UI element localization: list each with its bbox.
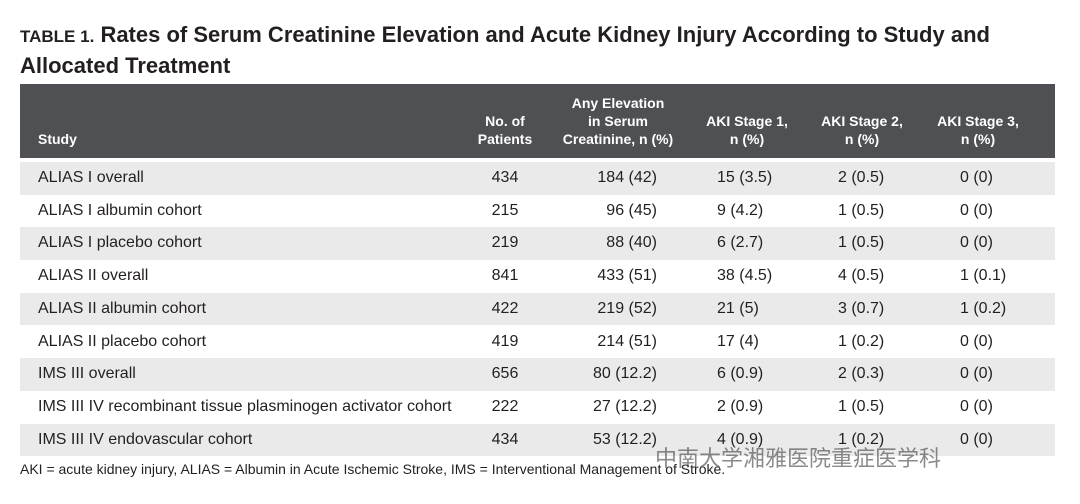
table-cell: 17 (4) (717, 332, 759, 350)
table-cell: 1 (0.2) (838, 430, 885, 448)
table-cell: 80 (12.2) (592, 365, 657, 383)
study-name: IMS III IV endovascular cohort (38, 430, 253, 448)
table-cell: 184 (42) (597, 169, 657, 186)
header-line: Patients (477, 131, 533, 147)
study-name: ALIAS II placebo cohort (38, 332, 207, 350)
header-line: Any Elevation (571, 95, 665, 111)
watermark: 中南大学湘雅医院重症医学科 (655, 446, 942, 471)
table-cell: 0 (0) (960, 397, 993, 415)
table-row: ALIAS II overall 841 433 (51) 38 (4.5) 4 (0.… (20, 260, 1055, 293)
table-cell: 1 (0.5) (838, 201, 885, 219)
table-cell: 434 (491, 430, 519, 448)
table-cell: 21 (5) (717, 299, 759, 317)
table-cell: 1 (0.5) (838, 234, 885, 252)
table-cell: 4 (0.5) (838, 267, 885, 285)
table-row: IMS III IV recombinant tissue plasminoge… (20, 391, 1055, 424)
table-cell: 27 (12.2) (592, 397, 657, 415)
table-cell: 6 (0.9) (717, 365, 764, 383)
study-name: ALIAS I placebo cohort (38, 234, 202, 252)
table-cell: 1 (0.5) (838, 397, 885, 415)
table-label: TABLE 1. (20, 27, 95, 46)
header-line: n (%) (729, 131, 765, 147)
table-cell: 38 (4.5) (717, 267, 773, 285)
study-name: ALIAS I albumin cohort (38, 201, 202, 219)
table-row: ALIAS I albumin cohort 215 96 (45) 9 (4.2) 1… (20, 195, 1055, 228)
table-cell: 433 (51) (597, 267, 657, 285)
table-row: IMS III IV endovascular cohort 434 53 (12.… (20, 423, 1055, 457)
table-cell: 3 (0.7) (838, 299, 885, 317)
study-name: ALIAS II albumin cohort (38, 299, 207, 317)
header-cell: AKI Stage 1, n (%) (692, 112, 802, 148)
table-cell: 2 (0.5) (838, 169, 885, 186)
table-cell: 422 (491, 299, 519, 317)
header-line: AKI Stage 2, (821, 113, 903, 129)
table-cell: 419 (491, 332, 519, 350)
table-cell: 4 (0.9) (717, 430, 764, 448)
table-cell: 0 (0) (960, 332, 993, 350)
table-cell: 88 (40) (606, 234, 657, 252)
table-row: ALIAS II albumin cohort 422 219 (52) 21 (5)… (20, 292, 1055, 326)
table-cell: 15 (3.5) (717, 169, 773, 186)
table-cell: 841 (491, 267, 519, 285)
header-line: AKI Stage 3, (937, 113, 1019, 129)
table-cell: 1 (0.2) (838, 332, 885, 350)
table-cell: 222 (491, 397, 519, 415)
study-name: IMS III IV recombinant tissue plasminoge… (38, 397, 452, 415)
header-cell: Any Elevation in Serum Creatinine, n (%) (547, 94, 689, 148)
table-cell: 219 (52) (597, 299, 657, 317)
study-name: IMS III overall (38, 365, 136, 383)
table-cell: 215 (491, 201, 519, 219)
table-cell: 96 (45) (606, 201, 657, 219)
title-text: Rates of Serum Creatinine Elevation and … (20, 22, 990, 78)
table-cell: 1 (0.2) (960, 299, 1007, 317)
header-line: in Serum (588, 113, 648, 129)
header-line: n (%) (960, 131, 996, 147)
table-cell: 2 (0.3) (838, 365, 885, 383)
study-name: ALIAS I overall (38, 169, 144, 186)
table-cell: 0 (0) (960, 169, 993, 186)
header-line: No. of (485, 113, 525, 129)
header-line: n (%) (844, 131, 880, 147)
header-cell: Study (38, 130, 478, 148)
header-line: AKI Stage 1, (706, 113, 788, 129)
table-cell: 0 (0) (960, 430, 993, 448)
header-cell: AKI Stage 3, n (%) (923, 112, 1033, 148)
table-cell: 434 (491, 169, 519, 186)
table-header: Study No. of Patients Any Elevation in Serum… (20, 84, 1055, 158)
footnote: AKI = acute kidney injury, ALIAS = Album… (20, 461, 726, 477)
table-cell: 53 (12.2) (592, 430, 657, 448)
table-cell: 2 (0.9) (717, 397, 764, 415)
table-cell: 214 (51) (597, 332, 657, 350)
table-cell: 656 (491, 365, 519, 383)
header-cell: No. of Patients (468, 112, 542, 148)
header-cell: AKI Stage 2, n (%) (808, 112, 916, 148)
table-cell: 6 (2.7) (717, 234, 764, 252)
table-cell: 0 (0) (960, 365, 993, 383)
table-cell: 0 (0) (960, 234, 993, 252)
header-line: Study (38, 131, 77, 147)
table-title: TABLE 1. Rates of Serum Creatinine Eleva… (20, 20, 1060, 80)
header-line: Creatinine, n (%) (562, 131, 674, 147)
table-row: ALIAS II placebo cohort 419 214 (51) 17 (4)… (20, 326, 1055, 359)
table-row: IMS III overall 656 80 (12.2) 6 (0.9) 2 (0.3… (20, 358, 1055, 391)
table-cell: 1 (0.1) (960, 267, 1007, 285)
table-row: ALIAS I placebo cohort 219 88 (40) 6 (2.7) 1… (20, 227, 1055, 261)
table-row: ALIAS I overall 434 184 (42) 15 (3.5) 2 (0.5… (20, 162, 1055, 195)
study-name: ALIAS II overall (38, 267, 149, 285)
table-cell: 219 (491, 234, 519, 252)
table-cell: 9 (4.2) (717, 201, 764, 219)
table-cell: 0 (0) (960, 201, 993, 219)
